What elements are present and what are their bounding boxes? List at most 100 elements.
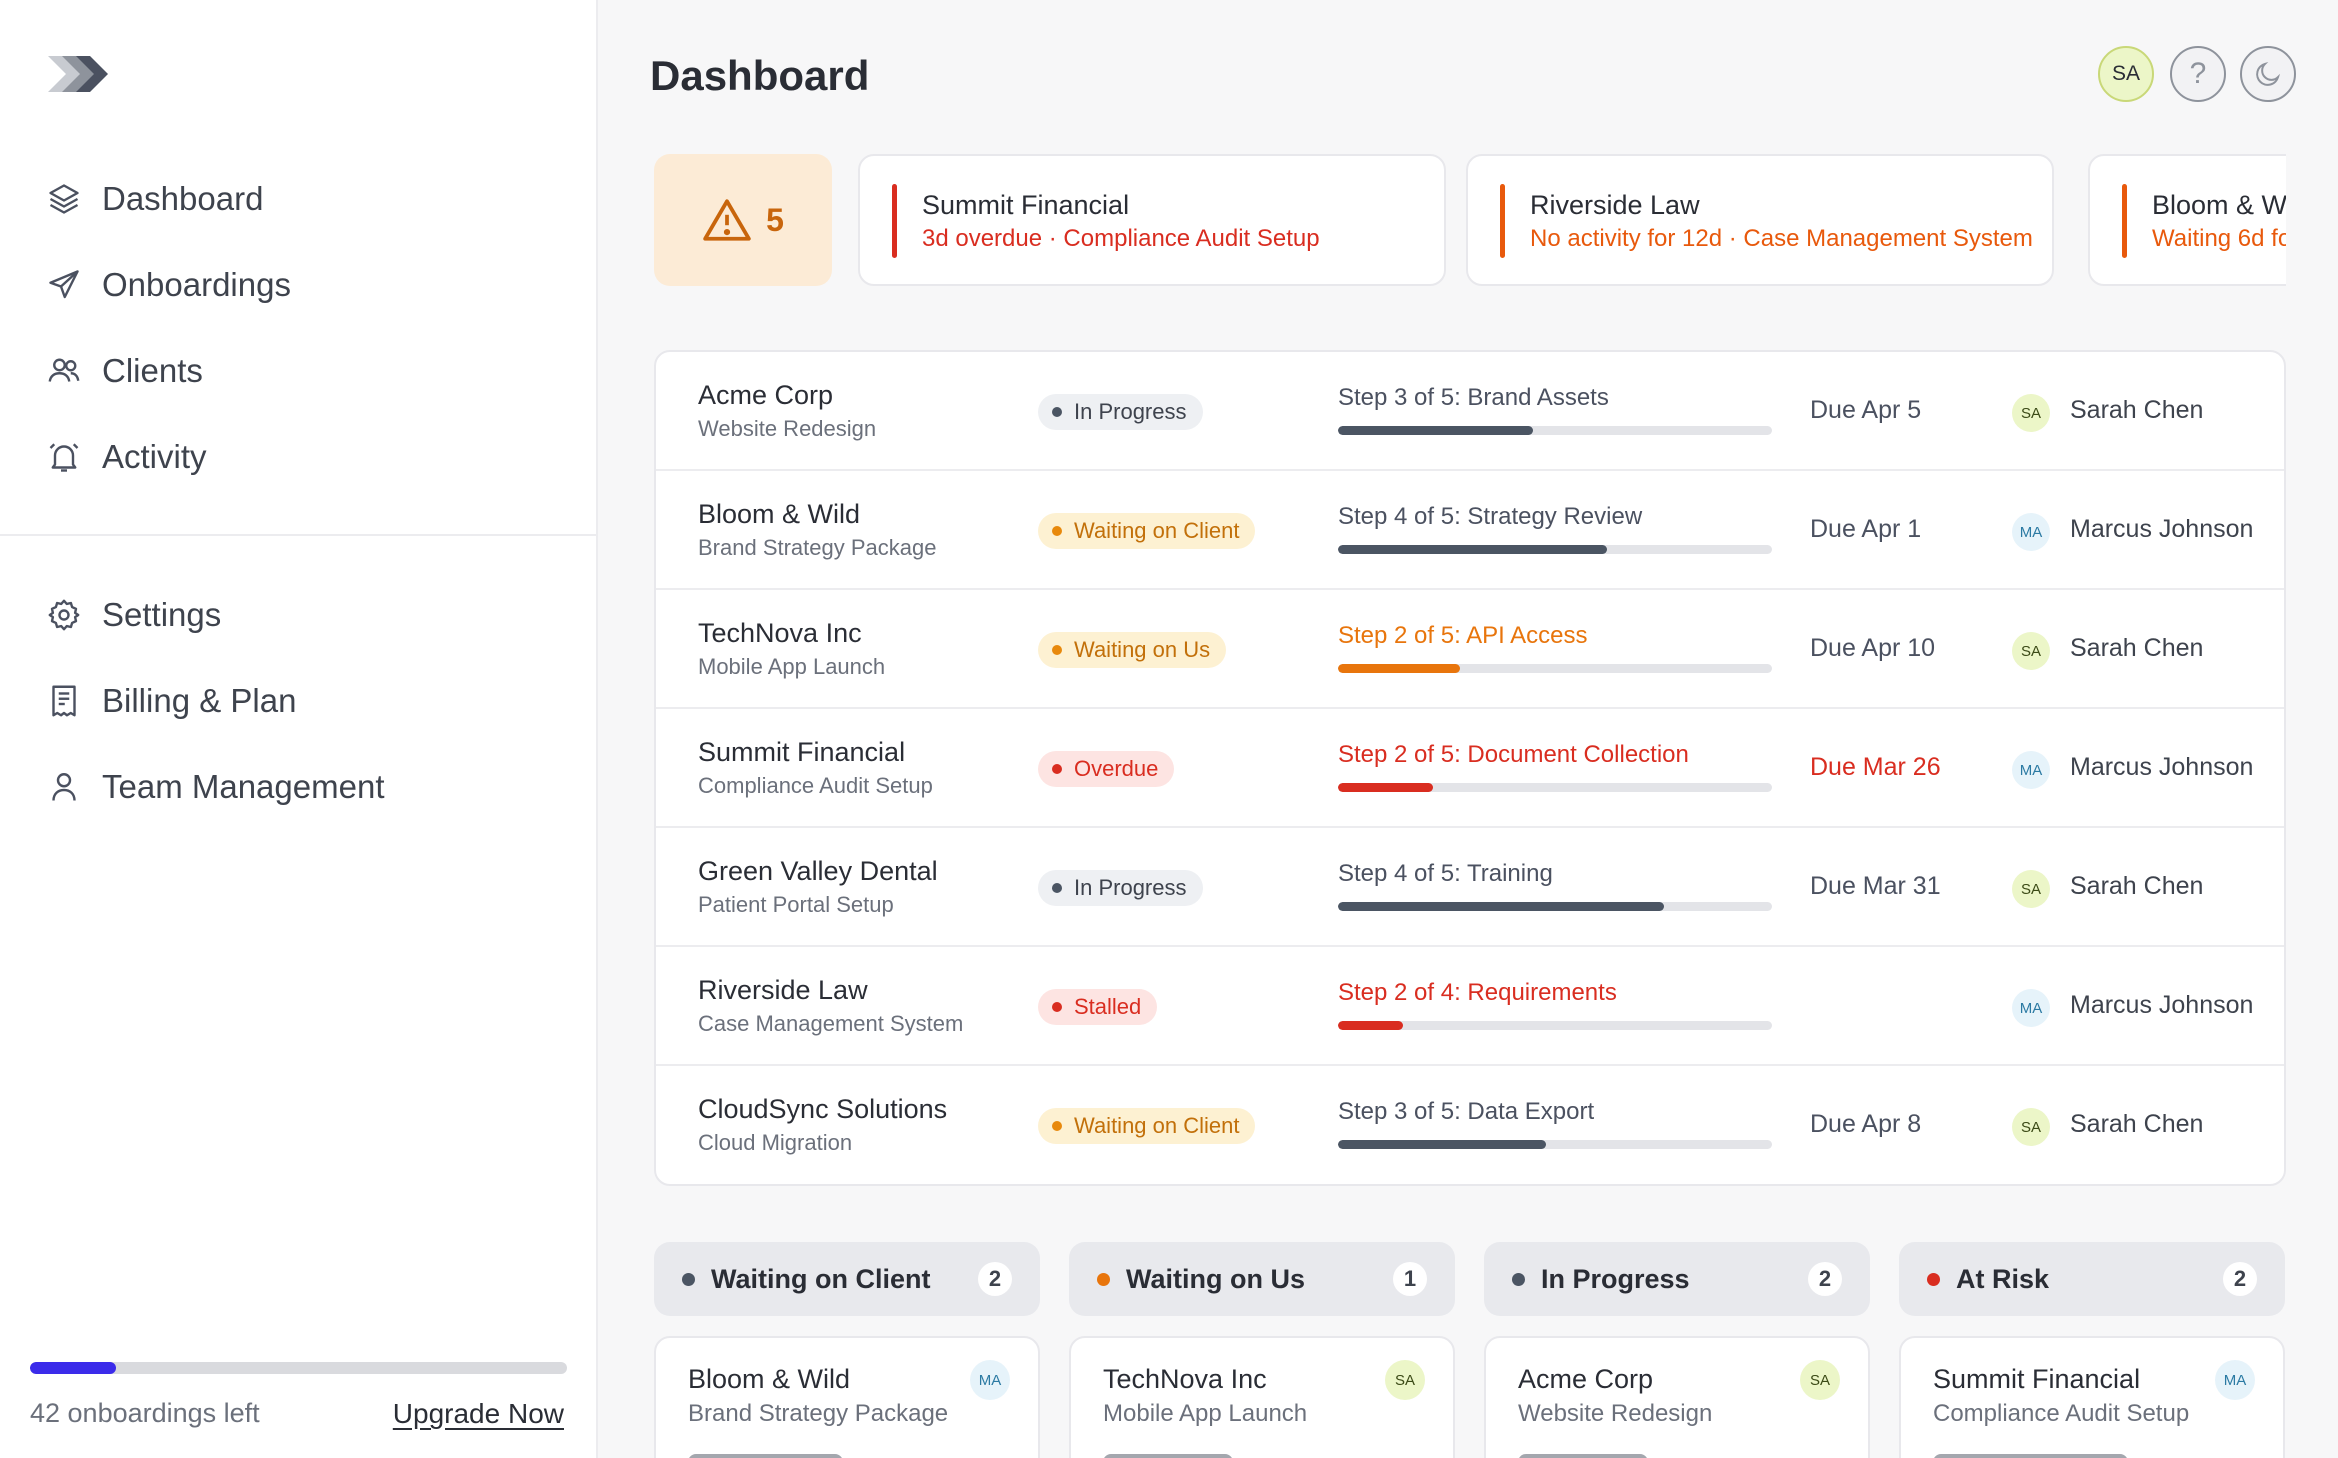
nav-label-settings: Settings (102, 596, 222, 633)
nav-item-billing[interactable]: Billing & Plan (46, 658, 566, 744)
alert-title: Riverside Law (1530, 190, 1700, 220)
step-label: Step 3 of 5: Brand Assets (1338, 384, 1609, 411)
client-name: Acme Corp (698, 380, 834, 410)
due-date: Due Mar 31 (1810, 872, 1941, 900)
nav-item-onboardings[interactable]: Onboardings (46, 242, 566, 328)
kanban-column-header[interactable]: Waiting on Client 2 (654, 1242, 1040, 1316)
step-progress-bar (1338, 902, 1772, 911)
card-owner-avatar: MA (2215, 1360, 2255, 1400)
alert-severity-bar (892, 184, 897, 258)
nav-item-clients[interactable]: Clients (46, 328, 566, 414)
step-progress-bar (1338, 783, 1772, 792)
primary-nav: Dashboard Onboardings Clients Activity (46, 156, 566, 500)
alert-title: Bloom & Wild (2152, 190, 2286, 220)
sidebar-divider (0, 534, 598, 536)
status-dot (1052, 1002, 1062, 1012)
kanban-column-header[interactable]: Waiting on Us 1 (1069, 1242, 1455, 1316)
step-label: Step 3 of 5: Data Export (1338, 1098, 1595, 1125)
step-label: Step 2 of 5: Document Collection (1338, 741, 1689, 768)
status-dot (1052, 1121, 1062, 1131)
status-badge: In Progress (1038, 870, 1203, 906)
warning-icon (703, 199, 751, 241)
kanban-column: Waiting on Us 1 TechNova Inc Mobile App … (1069, 1242, 1455, 1458)
card-project-name: Website Redesign (1518, 1400, 1713, 1427)
status-dot (1052, 526, 1062, 536)
client-name: Bloom & Wild (698, 499, 861, 529)
card-client-name: TechNova Inc (1103, 1364, 1267, 1394)
kanban-card[interactable]: Acme Corp Website Redesign SA (1484, 1336, 1870, 1458)
step-progress-fill (1338, 545, 1608, 554)
due-date: Due Apr 1 (1810, 515, 1922, 543)
nav-item-dashboard[interactable]: Dashboard (46, 156, 566, 242)
chevrons-logo-icon[interactable] (46, 52, 110, 96)
card-project-name: Brand Strategy Package (688, 1400, 949, 1427)
owner-avatar: MA (2012, 513, 2050, 551)
column-count: 2 (2223, 1262, 2257, 1296)
alert-card[interactable]: Summit Financial 3d overdue · Compliance… (858, 154, 1446, 286)
owner-name: Sarah Chen (2070, 1110, 2204, 1138)
alert-detail: Waiting 6d for (2152, 225, 2286, 252)
kanban-column-header[interactable]: In Progress 2 (1484, 1242, 1870, 1316)
table-row[interactable]: TechNova Inc Mobile App Launch Waiting o… (656, 590, 2284, 709)
column-status-dot (1927, 1272, 1940, 1286)
gear-icon (48, 599, 80, 631)
client-name: CloudSync Solutions (698, 1094, 948, 1124)
status-dot (1052, 645, 1062, 655)
due-date: Due Apr 5 (1810, 396, 1922, 424)
kanban-card[interactable]: TechNova Inc Mobile App Launch SA (1069, 1336, 1455, 1458)
project-name: Patient Portal Setup (698, 892, 894, 917)
status-dot (1052, 883, 1062, 893)
alert-severity-bar (1500, 184, 1505, 258)
owner-avatar: SA (2012, 394, 2050, 432)
column-count: 2 (978, 1262, 1012, 1296)
status-badge: Waiting on Client (1038, 1108, 1256, 1144)
step-progress-bar (1338, 664, 1772, 673)
nav-label-onboardings: Onboardings (102, 266, 291, 303)
kanban-card[interactable]: Bloom & Wild Brand Strategy Package MA (654, 1336, 1040, 1458)
table-row[interactable]: Summit Financial Compliance Audit Setup … (656, 709, 2284, 828)
status-label: Waiting on Us (1074, 637, 1211, 662)
step-progress-bar (1338, 426, 1772, 435)
due-date: Due Mar 26 (1810, 753, 1941, 781)
step-label: Step 2 of 4: Requirements (1338, 979, 1617, 1006)
column-status-dot (682, 1272, 695, 1286)
status-badge: Stalled (1038, 989, 1158, 1025)
usage-progress-fill (30, 1362, 116, 1374)
alert-card[interactable]: Bloom & Wild Waiting 6d for (2088, 154, 2286, 286)
help-icon[interactable]: ? (2170, 46, 2226, 102)
status-label: Overdue (1074, 756, 1159, 781)
step-progress-bar (1338, 545, 1772, 554)
kanban-column-header[interactable]: At Risk 2 (1899, 1242, 2285, 1316)
table-row[interactable]: Riverside Law Case Management System Sta… (656, 947, 2284, 1066)
project-name: Cloud Migration (698, 1130, 853, 1155)
alert-count: 5 (766, 201, 784, 238)
client-name: TechNova Inc (698, 618, 862, 648)
card-owner-avatar: SA (1385, 1360, 1425, 1400)
upgrade-link[interactable]: Upgrade Now (392, 1398, 564, 1429)
table-row[interactable]: Green Valley Dental Patient Portal Setup… (656, 828, 2284, 947)
alert-count-badge[interactable]: 5 (654, 154, 832, 286)
card-progress-pill (1103, 1454, 1234, 1458)
nav-item-team-management[interactable]: Team Management (46, 744, 566, 830)
step-label: Step 4 of 5: Strategy Review (1338, 503, 1643, 530)
status-label: Waiting on Client (1074, 518, 1240, 543)
nav-item-activity[interactable]: Activity (46, 414, 566, 500)
status-badge: Waiting on Us (1038, 632, 1227, 668)
step-progress-fill (1338, 664, 1460, 673)
moon-icon[interactable] (2240, 46, 2296, 102)
user-avatar[interactable]: SA (2098, 46, 2154, 102)
alert-card[interactable]: Riverside Law No activity for 12d · Case… (1466, 154, 2054, 286)
users-icon (48, 358, 80, 382)
nav-item-settings[interactable]: Settings (46, 572, 566, 658)
receipt-icon (52, 685, 76, 717)
table-row[interactable]: Acme Corp Website Redesign In Progress S… (656, 352, 2284, 471)
table-row[interactable]: CloudSync Solutions Cloud Migration Wait… (656, 1066, 2284, 1184)
column-label: At Risk (1956, 1263, 2050, 1294)
onboardings-table: Acme Corp Website Redesign In Progress S… (654, 350, 2286, 1186)
column-label: In Progress (1541, 1263, 1690, 1294)
table-row[interactable]: Bloom & Wild Brand Strategy Package Wait… (656, 471, 2284, 590)
card-progress-pill (1933, 1454, 2129, 1458)
kanban-card[interactable]: Summit Financial Compliance Audit Setup … (1899, 1336, 2285, 1458)
nav-label-billing: Billing & Plan (102, 682, 297, 719)
alert-detail: No activity for 12d · Case Management Sy… (1530, 225, 2033, 252)
